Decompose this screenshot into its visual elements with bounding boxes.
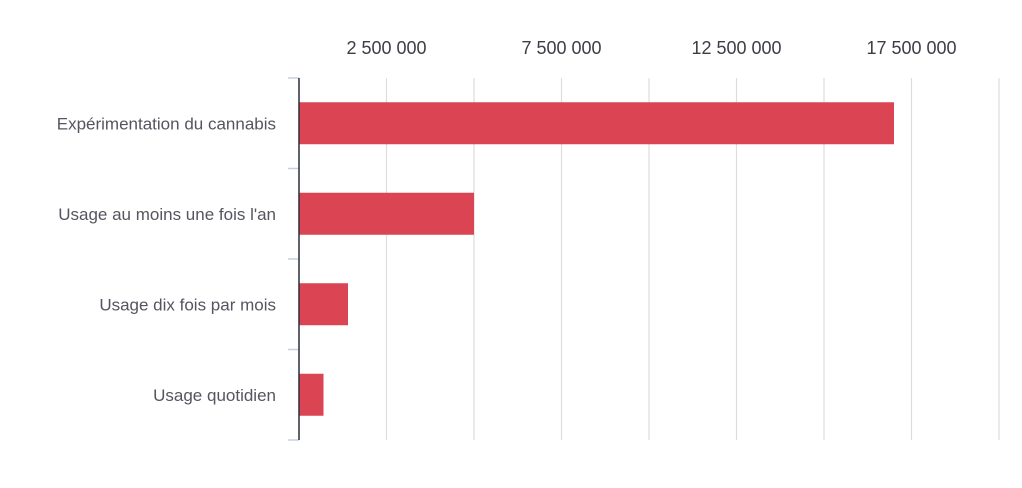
y-category-label: Usage au moins une fois l'an (58, 205, 276, 224)
y-category-label: Expérimentation du cannabis (57, 114, 276, 133)
bar (299, 192, 474, 235)
bar (299, 373, 324, 416)
y-category-label: Usage dix fois par mois (99, 295, 276, 314)
x-tick-label: 12 500 000 (691, 38, 781, 58)
y-category-label: Usage quotidien (153, 386, 276, 405)
bar (299, 283, 348, 326)
x-tick-label: 2 500 000 (346, 38, 426, 58)
x-tick-label: 17 500 000 (866, 38, 956, 58)
bar (299, 102, 894, 145)
x-tick-label: 7 500 000 (521, 38, 601, 58)
